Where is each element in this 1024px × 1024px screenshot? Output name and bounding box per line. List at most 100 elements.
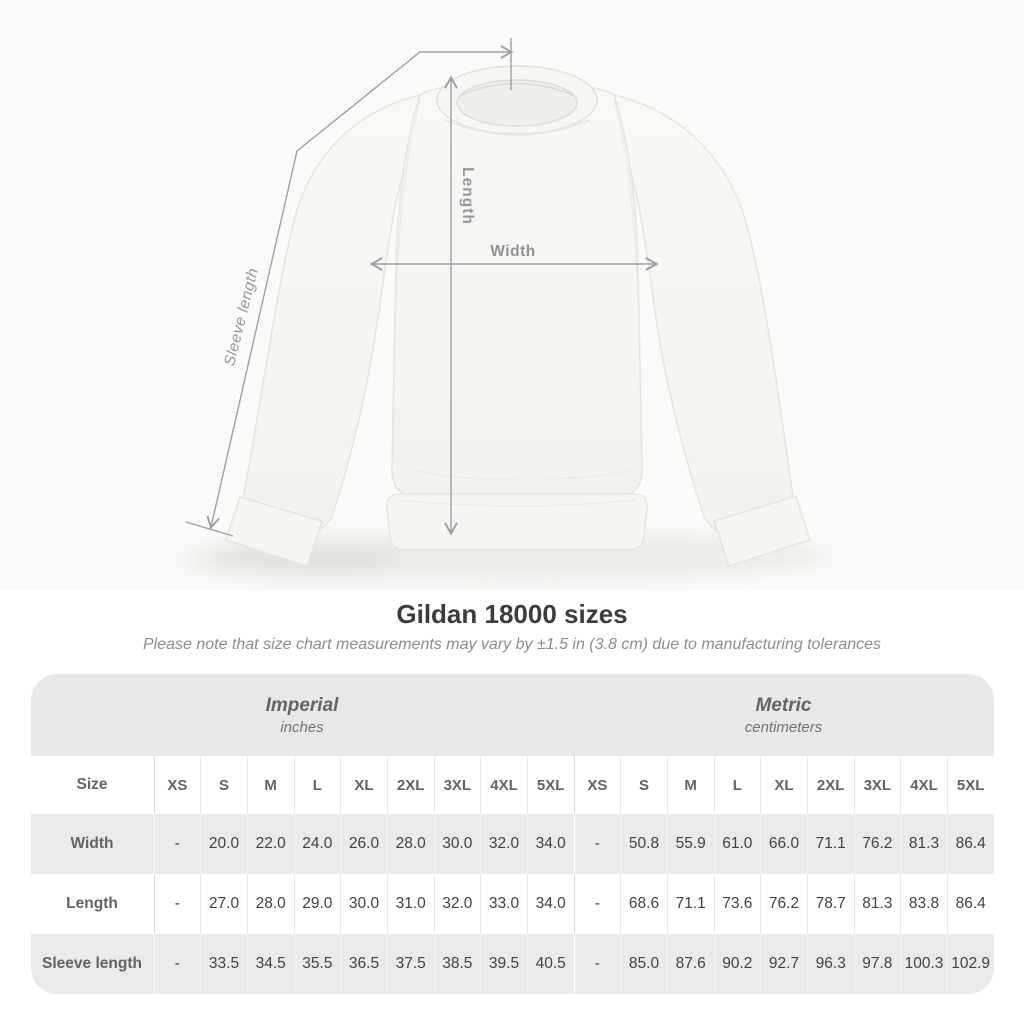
size-header-cell: 2XL xyxy=(806,756,854,814)
value-cell: 102.9 xyxy=(946,934,994,994)
value-cell: 81.3 xyxy=(900,814,947,874)
size-chart-table: Imperial inches Metric centimeters Size X… xyxy=(30,674,994,994)
value-cell: - xyxy=(153,814,201,874)
value-cell: - xyxy=(153,874,201,934)
imperial-unit: inches xyxy=(280,718,324,736)
size-header-cell: 5XL xyxy=(946,756,994,814)
product-photo: Length Width Sleeve length xyxy=(182,38,830,580)
value-cell: 29.0 xyxy=(293,874,341,934)
size-chart-body: Size XS S M L XL 2XL 3XL 4XL 5XL XS S M L XL 2XL 3XL 4XL 5… xyxy=(30,756,994,994)
value-cell: 76.2 xyxy=(760,874,807,934)
value-cell: 34.0 xyxy=(526,874,574,934)
value-cell: 39.5 xyxy=(480,934,527,994)
table-row: Sleeve length -33.5 34.5 35.5 36.5 37.5 38.5 39… xyxy=(30,934,994,994)
size-header-cell: 3XL xyxy=(853,756,901,814)
value-cell: 24.0 xyxy=(293,814,341,874)
sleeve-length-label: Sleeve length xyxy=(221,266,262,368)
metric-label: Metric xyxy=(755,694,812,716)
value-cell: 31.0 xyxy=(386,874,434,934)
value-cell: 34.5 xyxy=(246,934,294,994)
value-cell: 33.5 xyxy=(200,934,247,994)
value-cell: 92.7 xyxy=(760,934,807,994)
width-label: Width xyxy=(490,243,535,260)
size-header-cell: 4XL xyxy=(900,756,947,814)
value-cell: 30.0 xyxy=(340,874,387,934)
length-label: Length xyxy=(459,167,476,225)
sleeve-length-line xyxy=(206,45,514,530)
size-header-cell: M xyxy=(666,756,714,814)
metric-unit: centimeters xyxy=(744,718,823,736)
size-header-row: Size XS S M L XL 2XL 3XL 4XL 5XL XS S M L XL 2XL 3XL 4XL 5… xyxy=(30,756,994,814)
value-cell: 50.8 xyxy=(620,814,667,874)
row-label: Sleeve length xyxy=(42,955,142,972)
value-cell: 55.9 xyxy=(666,814,714,874)
table-row: Length -27.0 28.0 29.0 30.0 31.0 32.0 33.0 34.0-… xyxy=(30,874,994,934)
size-header-cell: XL xyxy=(760,756,807,814)
size-header-cell: XS xyxy=(153,756,201,814)
value-cell: 37.5 xyxy=(386,934,434,994)
imperial-header: Imperial inches xyxy=(31,674,574,756)
cuff-end-tick xyxy=(185,521,234,537)
value-cell: 61.0 xyxy=(713,814,761,874)
metric-header: Metric centimeters xyxy=(574,674,994,756)
size-header-cell: L xyxy=(293,756,341,814)
value-cell: 97.8 xyxy=(853,934,901,994)
table-row: Width -20.0 22.0 24.0 26.0 28.0 30.0 32.0 34.0-5… xyxy=(30,814,994,874)
size-header-cell: M xyxy=(246,756,294,814)
value-cell: 83.8 xyxy=(900,874,947,934)
page-title: Gildan 18000 sizes xyxy=(396,599,628,629)
value-cell: - xyxy=(573,934,621,994)
tolerance-note: Please note that size chart measurements… xyxy=(142,636,882,653)
value-cell: 32.0 xyxy=(480,814,527,874)
size-header-cell: 4XL xyxy=(480,756,527,814)
row-label: Length xyxy=(66,895,118,912)
value-cell: - xyxy=(573,874,621,934)
value-cell: 35.5 xyxy=(293,934,341,994)
sweatshirt-illustration: Length Width Sleeve length xyxy=(182,38,830,580)
value-cell: 22.0 xyxy=(246,814,294,874)
row-label: Width xyxy=(70,835,114,852)
value-cell: - xyxy=(573,814,621,874)
size-header-cell: 5XL xyxy=(526,756,574,814)
value-cell: 76.2 xyxy=(853,814,901,874)
value-cell: 71.1 xyxy=(666,874,714,934)
value-cell: 78.7 xyxy=(806,874,854,934)
value-cell: 30.0 xyxy=(433,814,481,874)
sweatshirt xyxy=(225,65,811,567)
value-cell: 81.3 xyxy=(853,874,901,934)
value-cell: 87.6 xyxy=(666,934,714,994)
value-cell: 38.5 xyxy=(433,934,481,994)
size-header-cell: S xyxy=(200,756,247,814)
imperial-label: Imperial xyxy=(265,694,339,716)
value-cell: 33.0 xyxy=(480,874,527,934)
value-cell: 86.4 xyxy=(946,874,994,934)
size-header-cell: 2XL xyxy=(386,756,434,814)
value-cell: 28.0 xyxy=(386,814,434,874)
value-cell: 26.0 xyxy=(340,814,387,874)
value-cell: 68.6 xyxy=(620,874,667,934)
value-cell: - xyxy=(153,934,201,994)
value-cell: 71.1 xyxy=(806,814,854,874)
size-header-cell: 3XL xyxy=(433,756,481,814)
value-cell: 27.0 xyxy=(200,874,247,934)
size-header-cell: L xyxy=(713,756,761,814)
value-cell: 96.3 xyxy=(806,934,854,994)
value-cell: 90.2 xyxy=(713,934,761,994)
value-cell: 34.0 xyxy=(526,814,574,874)
value-cell: 20.0 xyxy=(200,814,247,874)
value-cell: 73.6 xyxy=(713,874,761,934)
size-header-cell: S xyxy=(620,756,667,814)
value-cell: 86.4 xyxy=(946,814,994,874)
size-header-cell: XS xyxy=(573,756,621,814)
size-header-cell: XL xyxy=(340,756,387,814)
value-cell: 40.5 xyxy=(526,934,574,994)
measurement-lines xyxy=(185,38,659,537)
value-cell: 36.5 xyxy=(340,934,387,994)
value-cell: 32.0 xyxy=(433,874,481,934)
size-column-header: Size xyxy=(76,776,108,793)
value-cell: 100.3 xyxy=(900,934,947,994)
value-cell: 85.0 xyxy=(620,934,667,994)
unit-header-row: Imperial inches Metric centimeters xyxy=(30,674,994,756)
value-cell: 66.0 xyxy=(760,814,807,874)
value-cell: 28.0 xyxy=(246,874,294,934)
